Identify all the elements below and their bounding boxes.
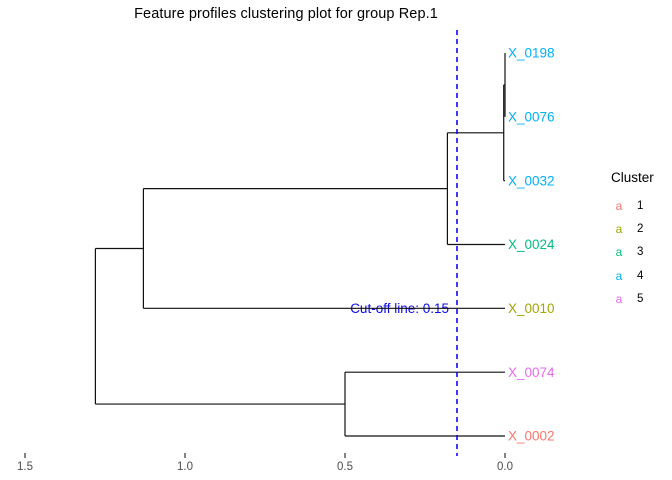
legend-entry-label: 4: [637, 269, 644, 282]
legend-key-a: a: [615, 292, 623, 307]
legend-key-a: a: [615, 268, 623, 283]
leaf-label: X_0198: [508, 46, 555, 61]
legend-key-a: a: [615, 222, 623, 237]
leaf-label: X_0076: [508, 109, 555, 124]
leaf-label: X_0002: [508, 429, 555, 444]
legend-title: Cluster: [611, 170, 654, 185]
legend-key-a: a: [615, 245, 623, 260]
legend-entry-label: 5: [637, 293, 644, 306]
legend-entry-label: 3: [637, 246, 644, 259]
x-axis-tick-label: 0.5: [337, 461, 353, 473]
x-axis-tick-label: 1.0: [177, 461, 193, 473]
leaf-label: X_0074: [508, 365, 555, 380]
legend-key-a: a: [615, 198, 623, 213]
leaf-label: X_0024: [508, 237, 555, 252]
legend-entry-label: 2: [637, 223, 644, 236]
x-axis-tick-label: 1.5: [17, 461, 33, 473]
x-axis-tick-label: 0.0: [497, 461, 513, 473]
legend-entry-label: 1: [637, 199, 644, 212]
leaf-label: X_0010: [508, 301, 555, 316]
leaf-label: X_0032: [508, 173, 555, 188]
chart-title: Feature profiles clustering plot for gro…: [134, 6, 438, 22]
